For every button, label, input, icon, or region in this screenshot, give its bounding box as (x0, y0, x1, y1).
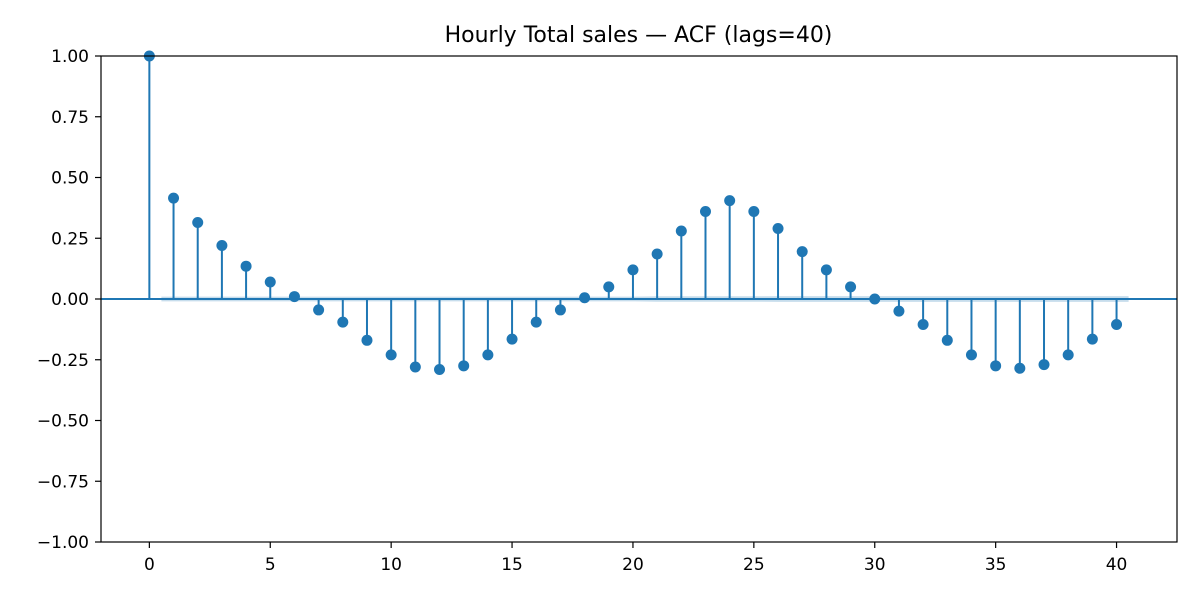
marker-lag-27 (796, 246, 808, 258)
marker-lag-32 (917, 319, 929, 331)
x-tick-label: 30 (864, 555, 886, 575)
marker-lag-14 (482, 349, 494, 361)
marker-lag-9 (361, 334, 373, 346)
marker-lag-12 (434, 363, 446, 375)
marker-lag-16 (530, 316, 542, 328)
y-tick-label: −0.25 (37, 351, 89, 371)
marker-lag-30 (869, 293, 881, 305)
marker-lag-19 (603, 281, 615, 293)
marker-lag-7 (313, 304, 325, 316)
marker-lag-26 (772, 223, 784, 235)
marker-lag-33 (941, 334, 953, 346)
marker-lag-37 (1038, 359, 1050, 371)
marker-layer (143, 50, 1123, 375)
marker-lag-28 (820, 264, 832, 276)
marker-lag-31 (893, 305, 905, 317)
marker-lag-15 (506, 333, 518, 345)
marker-lag-1 (168, 192, 180, 204)
x-tick-label: 35 (985, 555, 1007, 575)
stem-layer (148, 56, 1118, 370)
x-tick-label: 40 (1106, 555, 1128, 575)
marker-lag-3 (216, 240, 228, 252)
y-tick-label: −0.50 (37, 412, 89, 432)
x-tick-label: 5 (265, 555, 276, 575)
y-tick-label: 0.75 (51, 108, 89, 128)
marker-lag-4 (240, 260, 252, 272)
y-tick-label: −1.00 (37, 533, 89, 553)
y-tick-label: 0.00 (51, 290, 89, 310)
marker-lag-11 (409, 361, 421, 373)
marker-lag-29 (845, 281, 857, 293)
marker-lag-6 (288, 291, 300, 303)
marker-lag-20 (627, 264, 639, 276)
marker-lag-36 (1014, 362, 1026, 374)
marker-lag-39 (1086, 333, 1098, 345)
marker-lag-13 (458, 360, 470, 372)
marker-lag-17 (554, 304, 566, 316)
marker-lag-38 (1062, 349, 1074, 361)
marker-lag-8 (337, 316, 349, 328)
axis-layer: 0 5 10 15 20 25 30 35 40 1.00 0.75 0.50 0.25 0.00 −0.2… (37, 47, 1178, 575)
marker-lag-10 (385, 349, 397, 361)
marker-lag-21 (651, 248, 663, 260)
marker-lag-5 (264, 276, 276, 288)
x-tick-label: 20 (622, 555, 644, 575)
y-tick-label: 0.50 (51, 169, 89, 189)
marker-lag-22 (675, 225, 687, 237)
marker-lag-40 (1111, 319, 1123, 331)
y-tick-label: 1.00 (51, 47, 89, 67)
y-tick-label: −0.75 (37, 472, 89, 492)
marker-lag-18 (579, 292, 591, 304)
marker-lag-25 (748, 206, 760, 218)
x-tick-label: 25 (743, 555, 765, 575)
marker-lag-24 (724, 195, 736, 207)
x-tick-label: 0 (144, 555, 155, 575)
x-tick-label: 10 (380, 555, 402, 575)
marker-lag-23 (699, 206, 711, 218)
marker-lag-35 (990, 360, 1002, 372)
y-tick-label: 0.25 (51, 229, 89, 249)
x-tick-label: 15 (501, 555, 523, 575)
chart-title: Hourly Total sales — ACF (lags=40) (445, 23, 833, 48)
marker-lag-2 (192, 216, 204, 228)
marker-lag-34 (965, 349, 977, 361)
